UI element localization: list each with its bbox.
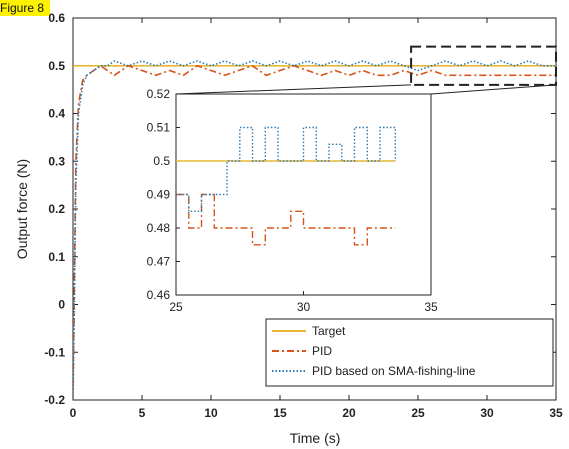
y-tick-label: 0.6 [48, 11, 65, 25]
inset-x-tick-label: 35 [424, 300, 438, 314]
inset-y-tick-label: 0.51 [147, 121, 171, 135]
inset-y-tick-label: 0.47 [147, 255, 171, 269]
y-tick-label: 0.2 [48, 202, 65, 216]
series-line-pid-based-on-sma-fishing-line [73, 60, 556, 400]
zoom-indicator [175, 45, 557, 95]
inset-y-tick-label: 0.49 [147, 188, 171, 202]
inset-y-tick-label: 0.52 [147, 87, 171, 101]
y-tick-label: -0.2 [44, 393, 65, 407]
x-axis-label: Time (s) [290, 430, 341, 446]
y-tick-label: 0.1 [48, 250, 65, 264]
x-tick-label: 20 [342, 406, 356, 420]
inset-y-tick-label: 0.48 [147, 221, 171, 235]
inset-series-line-pid-based-on-sma-fishing-line [176, 126, 396, 213]
x-tick-label: 10 [204, 406, 218, 420]
inset-y-axis-ticks: 0.46 0.47 0.48 0.49 0.5 0.51 0.52 [147, 87, 180, 302]
legend-label-pid-based-on-sma-fishing-line: PID based on SMA-fishing-line [312, 364, 476, 378]
legend: Target PID PID based on SMA-fishing-line [265, 318, 554, 387]
x-tick-label: 15 [273, 406, 287, 420]
x-tick-label: 25 [411, 406, 425, 420]
inset-series-lines [176, 126, 396, 246]
x-tick-label: 30 [480, 406, 494, 420]
y-tick-label: 0.5 [48, 59, 65, 73]
legend-box [265, 318, 554, 387]
x-tick-label: 5 [139, 406, 146, 420]
y-tick-label: 0 [58, 298, 65, 312]
inset-x-axis-ticks: 25 30 35 [169, 291, 438, 314]
zoom-connector-left [175, 84, 412, 95]
x-tick-label: 0 [70, 406, 77, 420]
legend-label-pid: PID [312, 344, 332, 358]
legend-label-target: Target [312, 324, 346, 338]
zoom-connector-right [430, 84, 557, 95]
y-tick-label: 0.3 [48, 154, 65, 168]
y-tick-label: -0.1 [44, 345, 65, 359]
y-axis-ticks: -0.2 -0.1 0 0.1 0.2 0.3 0.4 0.5 0.6 [44, 11, 556, 407]
y-axis-label: Output force (N) [14, 159, 30, 259]
inset-y-tick-label: 0.46 [147, 288, 171, 302]
main-series-lines [73, 60, 556, 400]
inset-x-tick-label: 30 [297, 300, 311, 314]
inset-x-tick-label: 25 [169, 300, 183, 314]
x-axis-ticks: 0 5 10 15 20 25 30 35 [70, 18, 563, 420]
zoom-region-box [410, 45, 557, 86]
inset-y-tick-label: 0.5 [153, 154, 170, 168]
y-tick-label: 0.4 [48, 107, 65, 121]
figure-tag: Figure 8 [0, 0, 51, 16]
x-tick-label: 35 [549, 406, 563, 420]
